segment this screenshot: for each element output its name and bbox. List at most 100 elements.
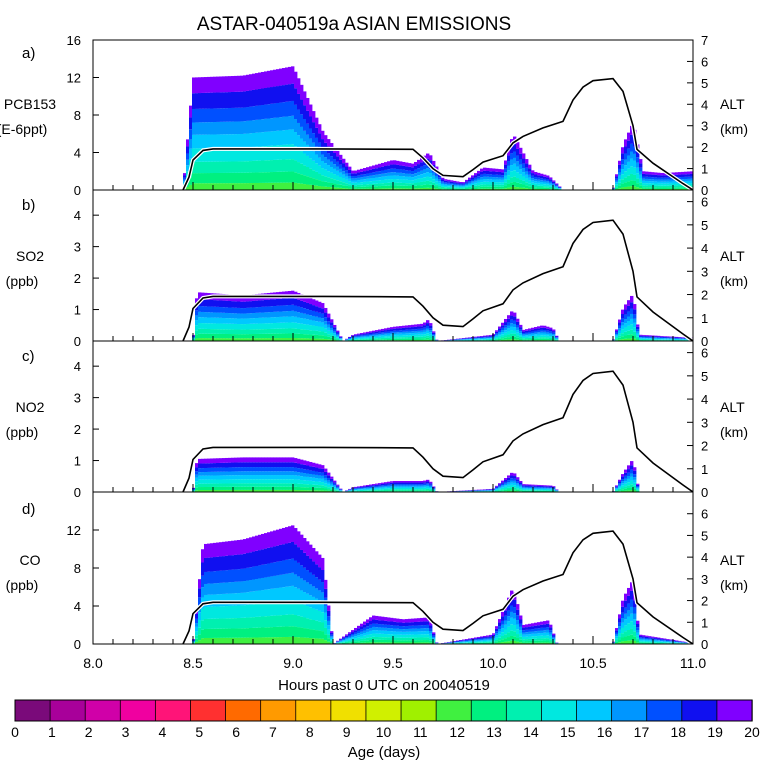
age-band-bar [375,336,379,339]
age-band-bar [288,328,292,334]
age-band-bar [432,338,436,340]
age-band-bar [231,483,235,487]
age-band-bar [390,338,394,341]
age-band-bar [249,628,253,638]
age-band-bar [408,335,412,338]
age-band-bar [435,178,439,182]
age-band-bar [237,489,241,492]
age-band-bar [198,612,202,621]
age-band-bar [306,329,310,335]
age-band-bar [621,159,625,165]
age-band-bar [621,325,625,330]
age-band-bar [309,104,313,117]
age-band-bar [216,92,220,109]
age-band-bar [375,486,379,488]
age-band-bar [270,70,274,88]
age-band-bar [417,188,421,190]
age-band-bar [390,482,394,485]
age-band-bar [369,634,373,638]
age-band-bar [627,338,631,341]
age-band-bar [240,554,244,569]
age-band-bar [618,479,622,482]
age-band-bar [300,487,304,491]
age-band-bar [393,160,397,165]
age-band-bar [288,66,292,85]
age-band-bar [270,172,274,183]
age-band-bar [336,161,340,167]
age-band-bar [507,149,511,156]
age-band-bar [432,160,436,166]
age-band-bar [243,324,247,330]
age-band-bar [258,160,262,173]
age-band-bar [276,637,280,644]
age-band-bar [480,182,484,185]
age-band-bar [456,186,460,188]
age-band-bar [636,157,640,163]
age-band-bar [663,336,667,338]
age-band-bar [459,182,463,184]
age-band-bar [273,546,277,563]
age-band-bar [678,177,682,180]
age-band-bar [510,165,514,172]
age-band-bar [519,484,523,486]
age-band-bar [261,564,265,578]
age-band-bar [285,475,289,480]
age-band-bar [291,310,295,317]
age-band-bar [402,484,406,486]
age-band-bar [207,122,211,135]
age-band-bar [288,322,292,329]
age-band-bar [417,640,421,643]
age-band-bar [363,188,367,190]
age-band-bar [234,581,238,594]
age-band-bar [270,182,274,190]
age-band-bar [252,300,256,308]
age-band-bar [327,638,331,642]
age-band-bar [273,86,277,104]
age-band-bar [384,634,388,638]
age-band-bar [393,164,397,169]
age-band-bar [618,160,622,165]
age-band-bar [372,332,376,334]
age-band-bar [282,328,286,334]
age-band-bar [270,547,274,563]
age-band-bar [654,183,658,186]
age-band-bar [651,177,655,180]
age-band-bar [516,182,520,188]
age-band-bar [429,642,433,644]
age-band-bar [321,308,325,314]
age-band-bar [642,178,646,181]
age-band-bar [267,532,271,548]
age-band-bar [186,139,190,147]
age-band-bar [336,156,340,162]
age-band-bar [198,620,202,628]
age-band-bar [399,330,403,333]
age-band-bar [420,617,424,622]
age-band-bar [300,114,304,127]
age-band-bar [204,594,208,607]
age-band-bar [654,181,658,184]
age-band-bar [528,171,532,175]
age-band-bar [261,483,265,487]
age-band-bar [411,329,415,332]
age-band-bar [255,462,259,468]
age-band-bar [546,335,550,338]
age-band-bar [354,486,358,488]
age-band-bar [264,627,268,638]
age-band-bar [486,637,490,639]
age-band-bar [657,337,661,338]
y-tick-label: 4 [74,359,81,374]
age-band-bar [540,337,544,339]
age-band-bar [363,335,367,337]
age-band-bar [249,172,253,184]
age-band-bar [372,330,376,333]
age-band-bar [273,483,277,487]
age-band-bar [657,339,661,340]
age-band-bar [654,336,658,338]
age-band-bar [243,313,247,319]
age-band-bar [201,317,205,324]
age-band-bar [510,482,514,485]
age-band-bar [369,175,373,179]
age-band-bar [321,592,325,602]
age-band-bar [681,185,685,188]
